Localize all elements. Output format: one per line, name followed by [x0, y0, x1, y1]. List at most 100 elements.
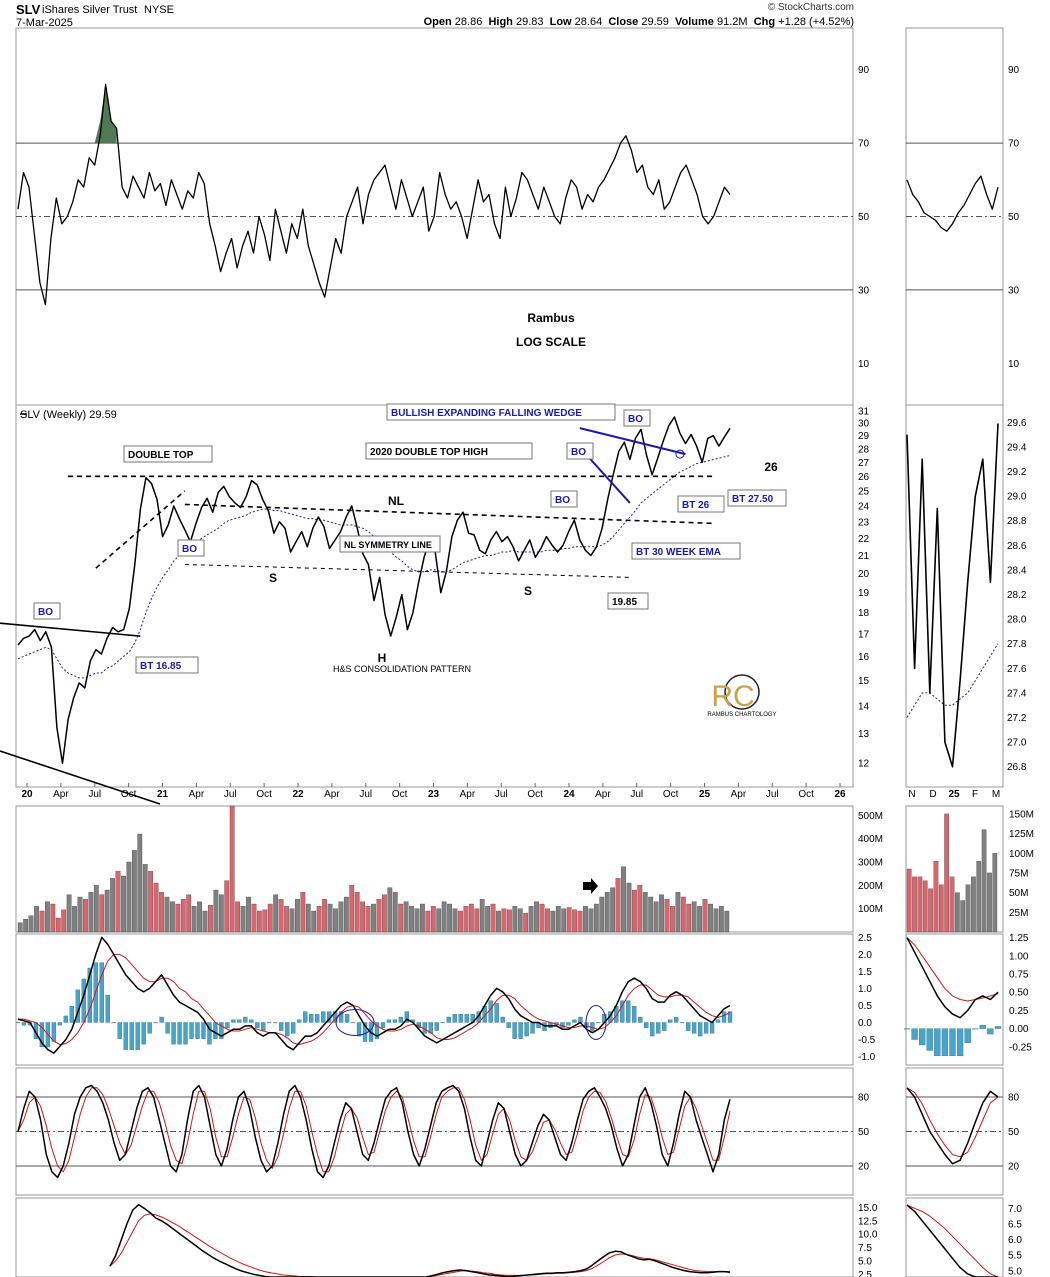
macd-histogram-bar — [530, 1022, 535, 1034]
volume-bar — [246, 896, 251, 933]
volume-bar — [202, 910, 208, 933]
price-x-tick-21: Apr — [731, 789, 747, 800]
macd-histogram-bar — [440, 1022, 445, 1024]
volume-bar — [224, 880, 230, 933]
price-right-y-tick-13: 27.0 — [1007, 738, 1027, 749]
volume-bar — [77, 896, 83, 933]
volume-y-tick-4: 100M — [858, 904, 883, 915]
lower-y-tick-3: 7.5 — [858, 1243, 872, 1254]
macd-histogram-bar — [57, 1022, 63, 1026]
callout-box-bt2750 — [727, 489, 787, 507]
price-y-tick-5: 26 — [858, 472, 870, 483]
macd-y-tick-0: 2.5 — [858, 933, 872, 944]
stoch-d-line — [17, 1087, 731, 1173]
price-right-y-tick-11: 27.4 — [1007, 688, 1027, 699]
macd-histogram-bar — [213, 1022, 218, 1039]
macd-right-y-tick-4: 0.25 — [1009, 1006, 1029, 1017]
price-right-y-tick-2: 29.2 — [1007, 467, 1027, 478]
callout-nl_sym: NL SYMMETRY LINE — [339, 535, 441, 553]
rsi-right-y-tick-1: 70 — [1008, 139, 1020, 150]
callout-text-ema_label: BT 30 WEEK EMA — [636, 547, 721, 558]
macd-right-histogram-bar — [934, 1028, 941, 1057]
macd-histogram-bar — [386, 1019, 392, 1023]
volume-bar — [208, 905, 213, 933]
volume-bar — [501, 908, 507, 933]
volume-bar — [142, 864, 148, 933]
volume-bar — [50, 903, 56, 933]
macd-right-y-tick-2: 0.75 — [1009, 970, 1029, 981]
price-y-tick-15: 16 — [858, 652, 870, 663]
volume-bar — [240, 906, 246, 933]
macd-histogram-bar — [458, 1014, 463, 1023]
callout-text-wedge: BULLISH EXPANDING FALLING WEDGE — [391, 408, 582, 419]
macd-right-frame — [905, 933, 1004, 1066]
volume-bar — [675, 892, 681, 933]
price-y-tick-18: 13 — [858, 729, 870, 740]
volume-bar — [577, 910, 583, 933]
volume-bar — [425, 910, 431, 933]
callout-top_high: 2020 DOUBLE TOP HIGH — [365, 442, 533, 460]
macd-histogram-bar — [219, 1022, 224, 1039]
macd-histogram-bar — [63, 1015, 69, 1023]
callout-box-bo2 — [177, 539, 205, 557]
price-y-tick-1: 30 — [858, 419, 870, 430]
macd-right-histogram-bar — [949, 1028, 956, 1057]
macd-right-histogram-bar — [972, 1028, 979, 1030]
close-value: 29.59 — [641, 16, 669, 28]
macd-histogram-bar — [620, 1000, 625, 1023]
volume-bar — [599, 896, 605, 933]
macd-histogram-bar — [320, 1011, 326, 1023]
vol-right-frame — [905, 805, 1004, 933]
macd-histogram-bar — [207, 1022, 212, 1045]
callout-box-bt1685 — [135, 656, 199, 674]
volume-bar — [403, 901, 409, 933]
macd-histogram-bar — [404, 1011, 410, 1023]
price-x-tick-19: Oct — [663, 789, 679, 800]
macd-histogram-bar — [578, 1016, 583, 1023]
volume-right-bar — [906, 868, 912, 933]
macd-histogram-bar — [159, 1016, 164, 1023]
macd-histogram-bar — [590, 1022, 595, 1031]
callout-bo5: BO — [623, 409, 651, 427]
upper-trendline-2020 — [0, 622, 141, 637]
volume-bar — [561, 908, 567, 933]
volume-right-bar — [955, 892, 960, 933]
volume-bar — [164, 896, 170, 933]
volume-right-bar — [917, 876, 923, 933]
volume-right-bar — [976, 860, 982, 933]
macd-histogram-bar — [662, 1022, 667, 1031]
macd-histogram-bar — [721, 1011, 727, 1023]
volume-bar — [327, 903, 333, 933]
macd-histogram-bar — [524, 1022, 529, 1037]
volume-bar — [159, 892, 164, 933]
volume-bar — [610, 887, 616, 933]
volume-bar — [267, 903, 273, 933]
rsi-right-y-tick-3: 30 — [1008, 285, 1020, 296]
volume-bar — [713, 908, 719, 933]
macd-right-histogram-bar — [956, 1028, 964, 1057]
price-x-tick-17: Apr — [595, 789, 611, 800]
callout-lvl1985: 19.85 — [607, 592, 649, 610]
macd-line — [17, 936, 731, 1054]
price-y-tick-13: 18 — [858, 608, 870, 619]
callout-text-bo1: BO — [38, 607, 53, 618]
logo-mark: RC — [711, 680, 754, 713]
stockcharts-credit[interactable]: © StockCharts.com — [767, 2, 854, 13]
price-x-tick-11: Oct — [392, 789, 408, 800]
macd-histogram-bar — [21, 1022, 27, 1026]
macd-right-y-tick-3: 0.50 — [1009, 988, 1029, 999]
lower-right-y-tick-4: 5.0 — [1008, 1266, 1022, 1277]
level-26-label: 26 — [764, 460, 778, 474]
price-y-tick-3: 28 — [858, 444, 870, 455]
volume-bar — [545, 908, 550, 933]
price-right-x-tick-0: N — [908, 789, 915, 800]
lower-right-y-tick-1: 6.5 — [1008, 1219, 1022, 1230]
macd-histogram-bar — [727, 1011, 733, 1023]
rising-wedge-line — [95, 490, 186, 569]
price-x-tick-2: Jul — [88, 789, 101, 800]
volume-bar — [621, 866, 626, 933]
volume-bar — [697, 906, 702, 933]
open-label: Open — [423, 16, 452, 28]
macd-right-histogram-bar — [903, 1028, 911, 1030]
